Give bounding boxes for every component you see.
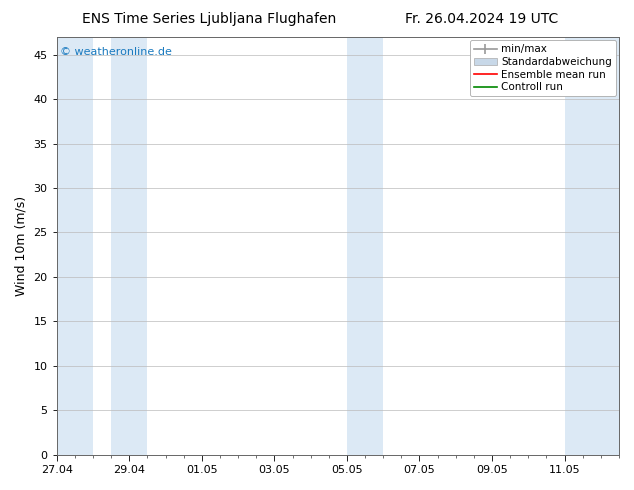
Bar bbox=[56, 37, 93, 455]
Text: © weatheronline.de: © weatheronline.de bbox=[60, 48, 171, 57]
Y-axis label: Wind 10m (m/s): Wind 10m (m/s) bbox=[15, 196, 28, 296]
Text: Fr. 26.04.2024 19 UTC: Fr. 26.04.2024 19 UTC bbox=[404, 12, 558, 26]
Bar bbox=[565, 37, 619, 455]
Legend: min/max, Standardabweichung, Ensemble mean run, Controll run: min/max, Standardabweichung, Ensemble me… bbox=[470, 40, 616, 97]
Text: ENS Time Series Ljubljana Flughafen: ENS Time Series Ljubljana Flughafen bbox=[82, 12, 337, 26]
Bar bbox=[347, 37, 383, 455]
Bar bbox=[111, 37, 147, 455]
